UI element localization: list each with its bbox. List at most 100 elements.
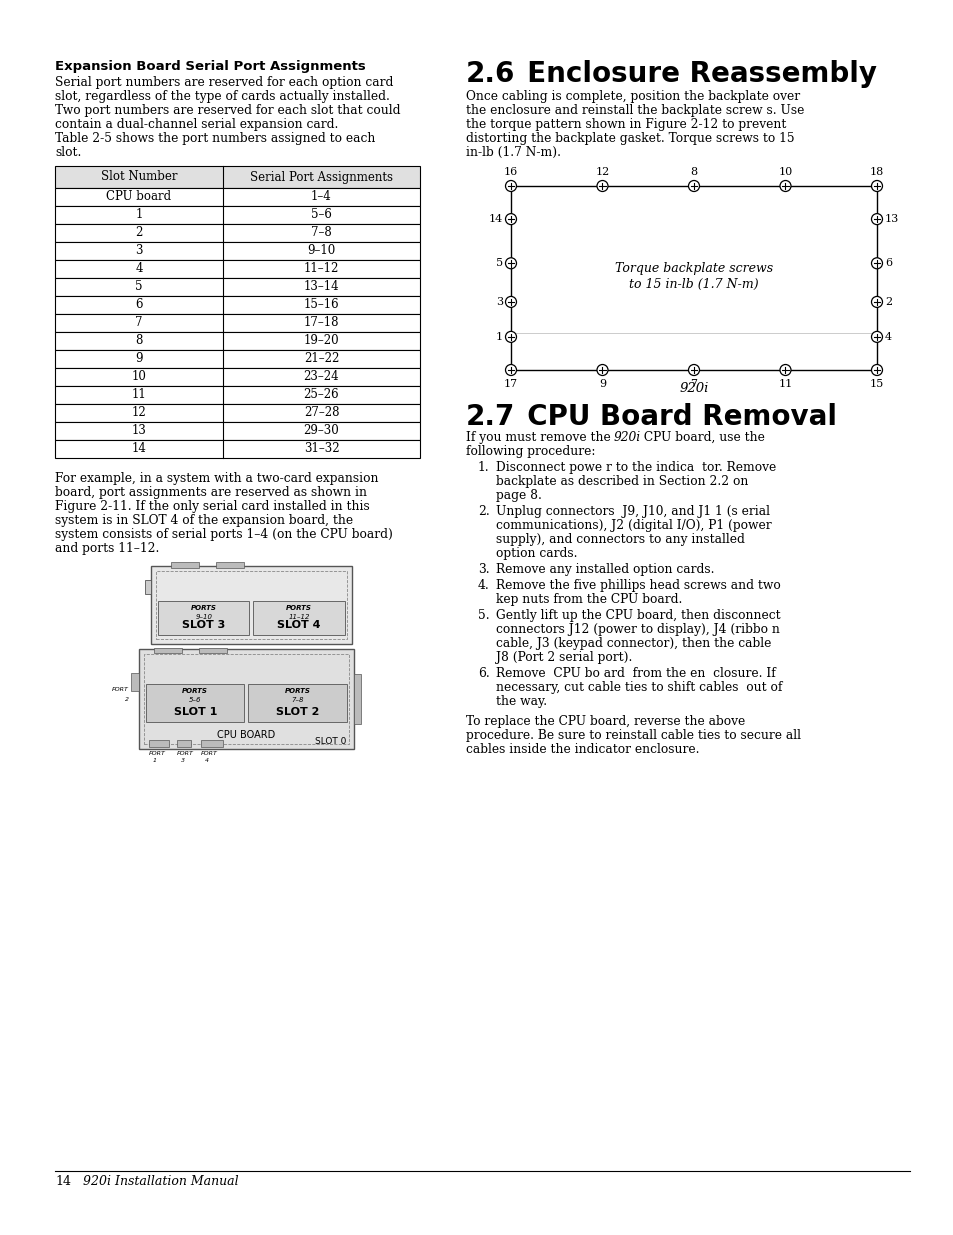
Bar (177, 740, 191, 747)
Text: contain a dual-channel serial expansion card.: contain a dual-channel serial expansion … (55, 119, 338, 131)
Text: 29–30: 29–30 (303, 425, 339, 437)
Text: To replace the CPU board, reverse the above: To replace the CPU board, reverse the ab… (465, 715, 744, 727)
Text: 17: 17 (503, 379, 517, 389)
Bar (55, 224, 419, 242)
Text: Remove  CPU bo ard  from the en  closure. If: Remove CPU bo ard from the en closure. I… (496, 667, 775, 680)
Text: Figure 2-11. If the only serial card installed in this: Figure 2-11. If the only serial card ins… (55, 500, 370, 513)
Text: Serial port numbers are reserved for each option card: Serial port numbers are reserved for eac… (55, 77, 393, 89)
Text: CPU Board Removal: CPU Board Removal (507, 403, 836, 431)
Bar (153, 648, 182, 653)
Text: the torque pattern shown in Figure 2-12 to prevent: the torque pattern shown in Figure 2-12 … (465, 119, 785, 131)
Text: 4: 4 (135, 263, 143, 275)
Circle shape (505, 180, 516, 191)
Text: J8 (Port 2 serial port).: J8 (Port 2 serial port). (496, 651, 632, 664)
Text: Serial Port Assignments: Serial Port Assignments (250, 170, 393, 184)
Text: 12: 12 (595, 167, 609, 177)
Bar (215, 562, 244, 568)
Text: 14: 14 (488, 214, 502, 224)
Circle shape (871, 180, 882, 191)
Text: CPU board: CPU board (107, 190, 172, 204)
Circle shape (688, 180, 699, 191)
Text: 2: 2 (125, 697, 129, 701)
Bar (354, 674, 360, 724)
Text: PORT: PORT (201, 751, 217, 756)
Text: Remove the five phillips head screws and two: Remove the five phillips head screws and… (496, 579, 780, 592)
Text: Two port numbers are reserved for each slot that could: Two port numbers are reserved for each s… (55, 104, 400, 117)
Circle shape (780, 180, 790, 191)
Bar (201, 740, 223, 747)
Bar (55, 350, 419, 368)
Text: 9: 9 (598, 379, 605, 389)
Text: 2.6: 2.6 (465, 61, 515, 88)
Text: 23–24: 23–24 (303, 370, 339, 384)
Text: 10: 10 (778, 167, 792, 177)
Bar (55, 404, 419, 422)
Text: 8: 8 (135, 335, 143, 347)
Circle shape (871, 331, 882, 342)
Text: connectors J12 (power to display), J4 (ribbo n: connectors J12 (power to display), J4 (r… (496, 622, 779, 636)
Bar (55, 314, 419, 332)
Text: 4: 4 (205, 758, 209, 763)
Bar (511, 186, 876, 370)
Bar (171, 562, 199, 568)
Circle shape (505, 364, 516, 375)
Text: 11: 11 (132, 389, 146, 401)
Circle shape (505, 214, 516, 225)
Text: SLOT 2: SLOT 2 (275, 706, 319, 718)
Text: distorting the backplate gasket. Torque screws to 15: distorting the backplate gasket. Torque … (465, 132, 794, 144)
Text: 14: 14 (55, 1174, 71, 1188)
Text: SLOT 4: SLOT 4 (277, 620, 320, 630)
Text: 8: 8 (690, 167, 697, 177)
Text: 5–6: 5–6 (189, 697, 201, 703)
Bar (199, 648, 227, 653)
Text: SLOT 0: SLOT 0 (314, 736, 346, 746)
Bar (139, 650, 354, 748)
Text: necessary, cut cable ties to shift cables  out of: necessary, cut cable ties to shift cable… (496, 680, 781, 694)
Text: 9–10: 9–10 (195, 614, 212, 620)
Text: 920i: 920i (614, 431, 640, 445)
Text: 31–32: 31–32 (303, 442, 339, 456)
Circle shape (597, 180, 607, 191)
Text: Disconnect powe r to the indica  tor. Remove: Disconnect powe r to the indica tor. Rem… (496, 461, 776, 474)
Text: PORTS: PORTS (285, 688, 311, 694)
Text: 7: 7 (135, 316, 143, 330)
Bar (149, 740, 169, 747)
Text: supply), and connectors to any installed: supply), and connectors to any installed (496, 534, 744, 546)
Circle shape (871, 296, 882, 308)
Text: Remove any installed option cards.: Remove any installed option cards. (496, 563, 714, 576)
Text: 17–18: 17–18 (303, 316, 339, 330)
Text: 10: 10 (132, 370, 146, 384)
Text: 3: 3 (181, 758, 185, 763)
Text: communications), J2 (digital I/O), P1 (power: communications), J2 (digital I/O), P1 (p… (496, 519, 771, 532)
Bar (145, 580, 151, 594)
Text: system is in SLOT 4 of the expansion board, the: system is in SLOT 4 of the expansion boa… (55, 514, 353, 527)
Bar (144, 655, 349, 743)
Text: 7–8: 7–8 (311, 226, 332, 240)
Bar (151, 566, 352, 643)
Text: 3.: 3. (477, 563, 489, 576)
Text: and ports 11–12.: and ports 11–12. (55, 542, 159, 555)
Text: in-lb (1.7 N-m).: in-lb (1.7 N-m). (465, 146, 560, 159)
Text: Torque backplate screws: Torque backplate screws (615, 262, 772, 275)
Text: Gently lift up the CPU board, then disconnect: Gently lift up the CPU board, then disco… (496, 609, 780, 622)
Text: 7–8: 7–8 (292, 697, 304, 703)
Text: page 8.: page 8. (496, 489, 541, 501)
Text: 1.: 1. (477, 461, 489, 474)
Bar (131, 673, 139, 692)
Text: 16: 16 (503, 167, 517, 177)
Text: 1: 1 (135, 209, 143, 221)
Text: 13: 13 (884, 214, 899, 224)
Text: Expansion Board Serial Port Assignments: Expansion Board Serial Port Assignments (55, 61, 365, 73)
Bar (55, 261, 419, 278)
Bar (55, 368, 419, 387)
Bar (55, 278, 419, 296)
Text: 15–16: 15–16 (303, 299, 339, 311)
Circle shape (597, 364, 607, 375)
Text: 13–14: 13–14 (303, 280, 339, 294)
Circle shape (505, 258, 516, 269)
Text: system consists of serial ports 1–4 (on the CPU board): system consists of serial ports 1–4 (on … (55, 529, 393, 541)
Text: 12: 12 (132, 406, 146, 420)
Text: 9–10: 9–10 (307, 245, 335, 258)
Text: backplate as described in Section 2.2 on: backplate as described in Section 2.2 on (496, 475, 747, 488)
Text: Slot Number: Slot Number (101, 170, 177, 184)
